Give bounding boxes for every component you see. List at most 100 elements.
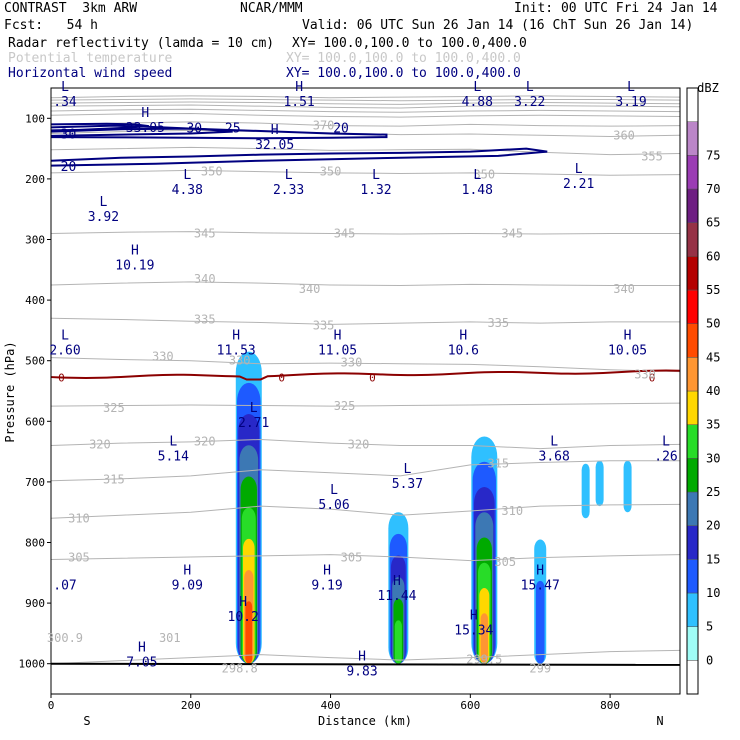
extremum-value-14: 2.60 (49, 344, 80, 359)
x-tick-label-400: 400 (321, 699, 341, 712)
extremum-symbol-4: L (627, 80, 635, 95)
colorbar-frame (686, 87, 699, 695)
colorbar-swatch-6 (686, 458, 699, 493)
colorbar-label-0: 0 (706, 653, 713, 667)
x-tick-label-200: 200 (181, 699, 201, 712)
y-tick-label-900: 900 (25, 597, 45, 610)
theta-label-29: 305 (341, 551, 363, 565)
extremum-value-25: .07 (53, 579, 76, 594)
extremum-symbol-22: L (662, 435, 670, 450)
y-axis-label: Pressure (hPa) (3, 341, 17, 442)
theta-label-30: 305 (494, 555, 516, 569)
reflectivity-cell-3-10 (535, 580, 545, 664)
colorbar-label-40: 40 (706, 384, 720, 398)
zero-contour-label-3: 0 (649, 372, 656, 385)
extremum-value-16: 11.05 (318, 344, 357, 359)
field-label-theta: Potential temperature (8, 51, 173, 66)
wind-label-0: 30 (61, 128, 77, 143)
theta-label-19: 325 (103, 401, 125, 415)
theta-label-21: 320 (89, 437, 111, 451)
theta-label-25: 315 (487, 457, 509, 471)
colorbar-swatch-0 (686, 660, 699, 695)
extremum-value-6: 32.05 (255, 138, 294, 153)
extremum-symbol-27: H (323, 564, 331, 579)
reflectivity-cells (235, 351, 632, 664)
theta-label-34: 299.5 (466, 652, 502, 666)
extremum-symbol-28: H (536, 564, 544, 579)
reflectivity-cell-4-5 (581, 463, 590, 519)
reflectivity-cell-6-5 (623, 460, 632, 513)
model-title: CONTRAST 3km ARW (4, 1, 138, 16)
theta-contour-325 (50, 402, 681, 407)
theta-contour-350 (50, 169, 681, 176)
colorbar-swatch-10 (686, 323, 699, 358)
center-label: NCAR/MMM (240, 1, 303, 16)
extremum-value-27: 9.19 (311, 579, 342, 594)
extremum-symbol-12: L (100, 195, 108, 210)
extremum-value-3: 3.22 (514, 95, 545, 110)
theta-contour-370 (50, 95, 681, 99)
valid-time: Valid: 06 UTC Sun 26 Jan 14 (16 ChT Sun … (302, 18, 694, 33)
extremum-value-22: .26 (654, 450, 677, 465)
extremum-value-8: 2.33 (273, 183, 304, 198)
extremum-symbol-5: H (141, 106, 149, 121)
y-tick-label-500: 500 (25, 355, 45, 368)
extremum-symbol-32: H (138, 641, 146, 656)
wind-label-3: 20 (333, 122, 349, 137)
extremum-symbol-30: H (239, 595, 247, 610)
theta-label-0: 370 (313, 119, 335, 133)
x-tick-label-0: 0 (48, 699, 55, 712)
colorbar-swatch-5 (686, 491, 699, 526)
theta-label-31: 300.9 (47, 631, 83, 645)
wind-contour-25 (50, 124, 233, 137)
theta-contour-370d (50, 104, 681, 109)
theta-contour-300 (50, 649, 681, 665)
reflectivity-cell-2-40 (480, 613, 488, 664)
extremum-symbol-3: L (526, 80, 534, 95)
y-tick-label-700: 700 (25, 476, 45, 489)
extremum-symbol-18: H (624, 329, 632, 344)
extremum-symbol-13: H (131, 244, 139, 259)
theta-label-23: 320 (348, 437, 370, 451)
wind-contours (50, 122, 548, 167)
extremum-symbol-24: L (330, 483, 338, 498)
field-xy-reflectivity: XY= 100.0,100.0 to 100.0,400.0 (292, 36, 527, 51)
extremum-value-17: 10.6 (448, 344, 479, 359)
forecast-hour: Fcst: 54 h (4, 18, 98, 33)
colorbar-swatch-7 (686, 424, 699, 459)
y-tick-label-300: 300 (25, 234, 45, 247)
extremum-value-29: 11.44 (377, 589, 416, 604)
extremum-symbol-6: H (271, 123, 279, 138)
theta-label-1: 360 (613, 128, 635, 142)
colorbar-label-35: 35 (706, 418, 720, 432)
extremum-symbol-16: H (334, 329, 342, 344)
y-tick-label-100: 100 (25, 112, 45, 125)
colorbar-swatch-16 (686, 121, 699, 156)
extremum-value-0: .34 (53, 95, 77, 110)
extremum-value-7: 4.38 (172, 183, 203, 198)
field-xy-theta: XY= 100.0,100.0 to 100.0,400.0 (286, 51, 521, 66)
theta-contour-370f (50, 112, 681, 118)
colorbar: dBZ 0 5 10 15 20 25 30 35 40 45 50 55 60 65 70 75 (686, 81, 720, 695)
y-tick-label-800: 800 (25, 537, 45, 550)
theta-label-8: 345 (501, 226, 523, 240)
reflectivity-cell-1-30 (394, 620, 402, 664)
field-label-wind: Horizontal wind speed (8, 66, 173, 81)
contour-labels: 370 360 355 350 350 350 345 345 345 340 340 340 335 3… (47, 119, 663, 676)
theta-label-16: 330 (229, 354, 251, 368)
theta-label-3: 350 (201, 165, 223, 179)
theta-contour-335 (50, 317, 680, 325)
zero-contour-label-0: 0 (58, 372, 65, 385)
extremum-symbol-19: L (250, 401, 258, 416)
extremum-symbol-8: L (285, 168, 293, 183)
theta-contour-305 (50, 554, 681, 562)
colorbar-label-10: 10 (706, 586, 720, 600)
theta-contours (50, 95, 681, 665)
colorbar-unit: dBZ (697, 81, 719, 95)
colorbar-swatch-9 (686, 357, 699, 392)
extremum-value-23: 5.37 (392, 477, 423, 492)
theta-label-35: 299 (529, 662, 551, 676)
extremum-symbol-26: H (183, 564, 191, 579)
extremum-symbol-20: L (169, 435, 177, 450)
